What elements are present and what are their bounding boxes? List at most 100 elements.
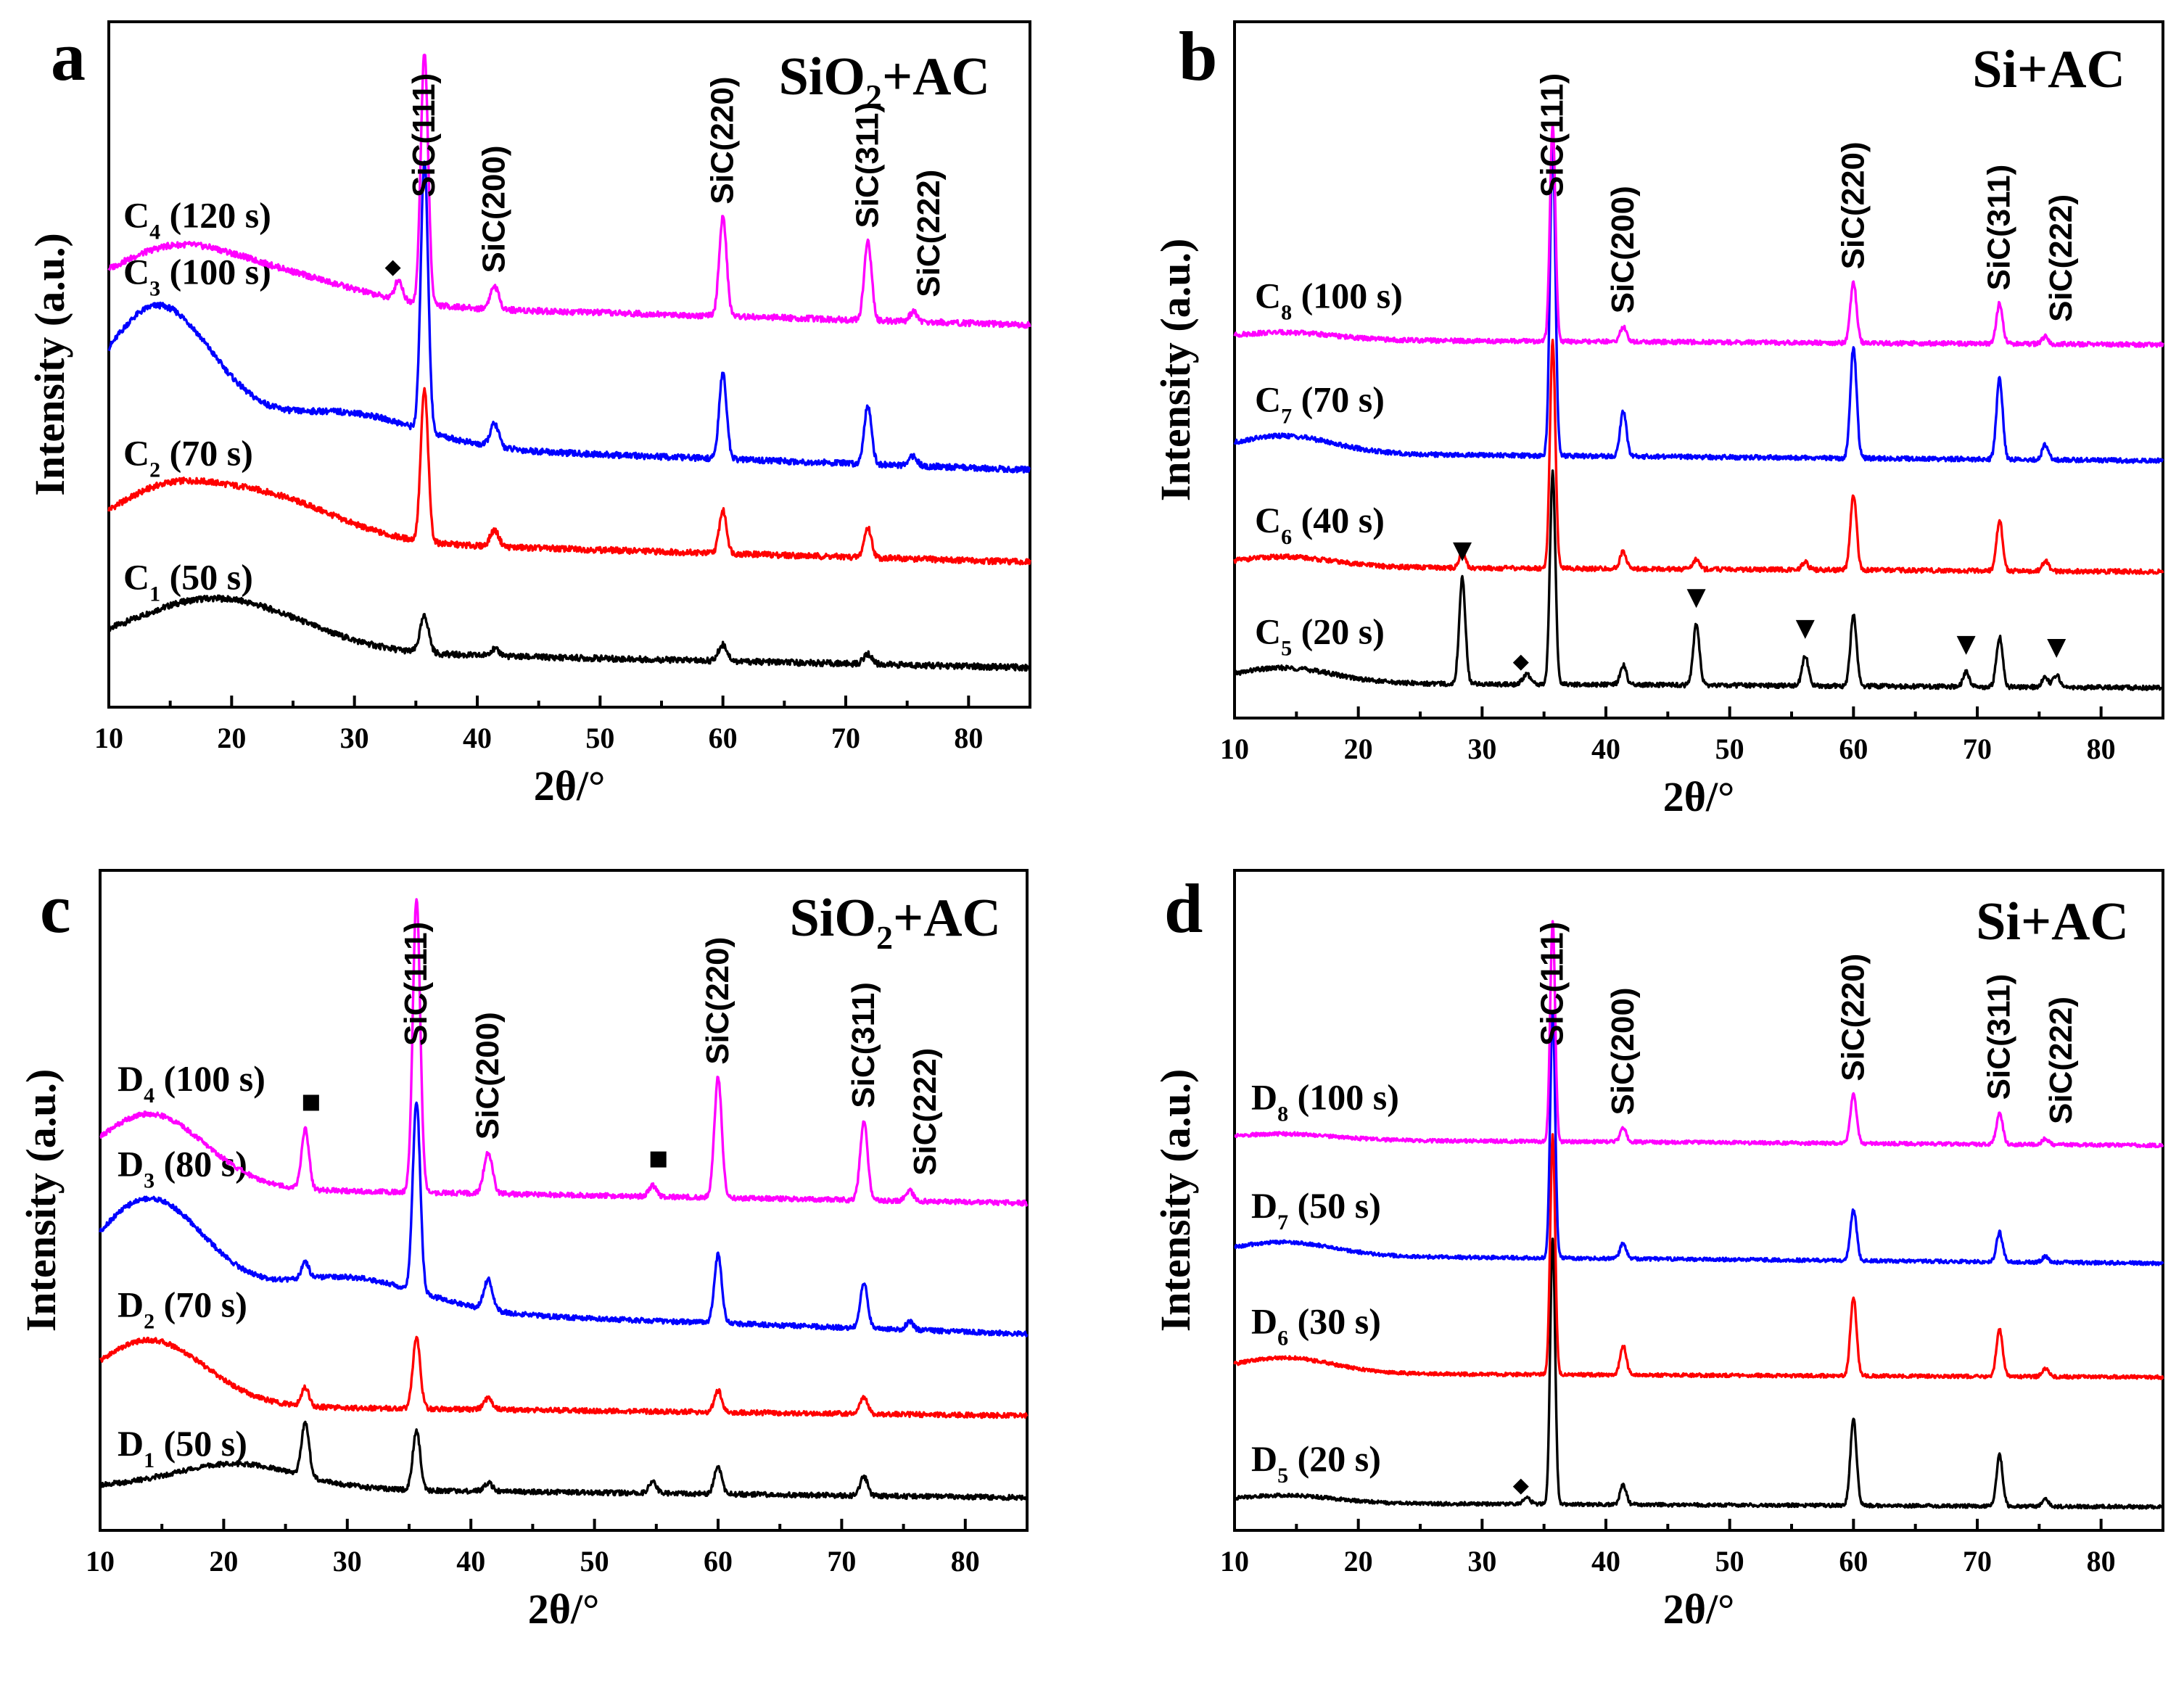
peak-label: SiC(311) <box>1982 165 2017 291</box>
x-tick-label: 30 <box>1467 1545 1496 1578</box>
axes-frame <box>107 20 1031 709</box>
x-tick-label: 20 <box>1344 733 1373 765</box>
x-tick-label: 70 <box>1963 1545 1992 1578</box>
x-tick-label: 20 <box>217 722 246 754</box>
diamond-marker-icon <box>1512 1478 1529 1495</box>
peak-label: SiC(222) <box>2043 997 2079 1124</box>
panel-letter: d <box>1164 870 1203 947</box>
series-line-c3 <box>107 160 1031 474</box>
axes-frame <box>99 869 1029 1532</box>
x-tick-label: 70 <box>827 1545 856 1578</box>
peak-label: SiC(222) <box>2043 194 2079 322</box>
x-tick-label: 10 <box>1220 1545 1249 1578</box>
x-tick-label: 60 <box>709 722 738 754</box>
series-label-c7: C7 (70 s) <box>1255 379 1385 429</box>
series-line-d3 <box>99 1101 1029 1337</box>
panel-letter: c <box>40 870 71 947</box>
triangle-marker-icon <box>1686 589 1706 609</box>
x-tick-label: 70 <box>1963 733 1992 765</box>
panel-a: 10 20 30 40 50 60 70 80 2θ/° Intensity (a.u.) a SiO… <box>26 17 1031 809</box>
series-line-c1 <box>107 594 1031 672</box>
series-label-c1: C1 (50 s) <box>123 557 253 606</box>
x-tick-label: 10 <box>94 722 123 754</box>
series-label-d8: D8 (100 s) <box>1251 1076 1399 1126</box>
x-axis-title: 2θ/° <box>1663 1586 1735 1633</box>
x-tick-label: 10 <box>1220 733 1249 765</box>
square-marker-icon <box>650 1151 667 1168</box>
x-tick-label: 60 <box>1839 1545 1868 1578</box>
x-tick-label: 30 <box>340 722 369 754</box>
series-label-d2: D2 (70 s) <box>118 1285 247 1334</box>
panel-c: 10 20 30 40 50 60 70 80 2θ/° Intensity (a.u.) c SiO… <box>17 869 1029 1633</box>
series-label-c2: C2 (70 s) <box>123 433 253 482</box>
peak-label: SiC(200) <box>1605 186 1641 313</box>
series-label-d4: D4 (100 s) <box>118 1058 265 1108</box>
series-line-c4 <box>107 53 1031 329</box>
peak-label: SiC(311) <box>846 982 881 1108</box>
peak-label: SiC(200) <box>1605 987 1641 1115</box>
series-label-d6: D6 (30 s) <box>1251 1301 1381 1351</box>
x-tick-label: 60 <box>1839 733 1868 765</box>
series-line-d5 <box>1234 1237 2164 1510</box>
panel-title: Si+AC <box>1976 892 2129 952</box>
series-label-c8: C8 (100 s) <box>1255 275 1403 324</box>
series-line-c7 <box>1233 141 2164 464</box>
y-axis-title: Intensity (a.u.) <box>26 233 73 496</box>
x-tick-label: 50 <box>585 722 614 754</box>
series-label-c5: C5 (20 s) <box>1255 611 1385 660</box>
axes-frame <box>1233 20 2164 719</box>
axes-frame <box>1233 869 2164 1532</box>
panel-letter: a <box>51 17 86 95</box>
peak-label: SiC(111) <box>1535 922 1570 1046</box>
y-axis-title: Intensity (a.u.) <box>17 1069 65 1332</box>
panel-title: Si+AC <box>1972 40 2125 99</box>
x-axis-title: 2θ/° <box>1663 773 1735 820</box>
panel-title: SiO2+AC <box>790 888 1001 956</box>
x-tick-label: 50 <box>1715 733 1744 765</box>
panel-d: 10 20 30 40 50 60 70 80 2θ/° Intensity (a.u.) d Si+… <box>1152 869 2164 1633</box>
y-axis-title: Intensity (a.u.) <box>1152 1069 1199 1332</box>
series-line-d6 <box>1233 1133 2164 1380</box>
peak-label: SiC(311) <box>849 102 885 228</box>
series-label-d1: D1 (50 s) <box>118 1423 247 1472</box>
peak-label: SiC(222) <box>911 170 947 297</box>
diamond-marker-icon <box>1512 654 1529 671</box>
series-label-c6: C6 (40 s) <box>1255 500 1385 549</box>
series-line-c6 <box>1233 339 2164 575</box>
series-line-d2 <box>99 1335 1029 1419</box>
x-axis-title: 2θ/° <box>528 1586 600 1633</box>
series-line-c8 <box>1233 123 2164 348</box>
x-tick-label: 40 <box>1591 1545 1620 1578</box>
x-axis-title: 2θ/° <box>534 762 606 809</box>
series-line-d8 <box>1234 920 2164 1149</box>
x-tick-label: 50 <box>1715 1545 1744 1578</box>
peak-label: SiC(111) <box>398 922 434 1046</box>
x-tick-label: 40 <box>463 722 492 754</box>
peak-label: SiC(220) <box>700 937 735 1065</box>
panel-letter: b <box>1179 17 1217 95</box>
triangle-marker-icon <box>1795 619 1815 639</box>
peak-label: SiC(200) <box>477 145 512 273</box>
x-tick-label: 10 <box>86 1545 115 1578</box>
x-tick-label: 60 <box>704 1545 733 1578</box>
peak-label: SiC(311) <box>1982 974 2017 1100</box>
x-tick-label: 50 <box>580 1545 609 1578</box>
x-tick-label: 80 <box>954 722 983 754</box>
triangle-marker-icon <box>1453 542 1472 561</box>
x-tick-label: 40 <box>456 1545 485 1578</box>
series-label-c4: C4 (120 s) <box>123 195 271 244</box>
peak-label: SiC(220) <box>705 76 741 204</box>
x-tick-label: 20 <box>209 1545 238 1578</box>
panel-title: SiO2+AC <box>779 47 990 115</box>
x-tick-label: 80 <box>2087 733 2116 765</box>
peak-label: SiC(200) <box>470 1012 506 1139</box>
y-axis-title: Intensity (a.u.) <box>1152 239 1199 502</box>
series-label-d3: D3 (80 s) <box>118 1144 247 1193</box>
x-tick-label: 70 <box>831 722 860 754</box>
series-line-c5 <box>1234 469 2164 691</box>
series-line-c2 <box>107 387 1031 566</box>
peak-label: SiC(111) <box>1535 73 1570 197</box>
x-tick-label: 20 <box>1344 1545 1373 1578</box>
x-tick-label: 80 <box>2087 1545 2116 1578</box>
